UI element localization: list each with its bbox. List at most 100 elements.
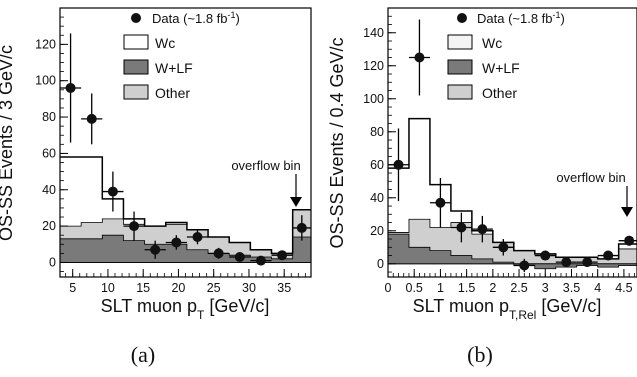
panel-b-data-point bbox=[429, 177, 451, 228]
panel-b-plot-area bbox=[387, 19, 637, 273]
y-tick-label: 40 bbox=[370, 191, 384, 205]
panel-a-data-point bbox=[271, 250, 293, 261]
data-point-marker bbox=[582, 257, 593, 268]
panel-a-data-point bbox=[123, 211, 145, 241]
panel-b-overflow-annotation: overflow bin bbox=[556, 170, 625, 185]
x-tick-label: 15 bbox=[136, 281, 150, 295]
y-tick-label: 100 bbox=[35, 74, 56, 88]
panel-a-overflow-arrow-head bbox=[290, 197, 302, 207]
y-tick-label: 0 bbox=[377, 257, 384, 271]
panel-a-x-axis-label: SLT muon pT [GeV/c] bbox=[101, 296, 270, 322]
panel-b-data-point bbox=[388, 128, 409, 202]
data-point-marker bbox=[107, 186, 118, 197]
y-tick-label: 40 bbox=[42, 183, 56, 197]
panel-b-overflow-arrow-head bbox=[621, 207, 633, 217]
data-point-marker bbox=[393, 159, 404, 170]
legend-data-label: Data (~1.8 fb-1) bbox=[477, 10, 565, 26]
y-tick-label: 60 bbox=[42, 146, 56, 160]
panel-a-overflow-annotation: overflow bin bbox=[231, 158, 300, 173]
y-tick-label: 100 bbox=[363, 92, 384, 106]
y-tick-label: 80 bbox=[370, 125, 384, 139]
panel-a-data-point bbox=[81, 93, 103, 145]
x-tick-label: 3 bbox=[542, 281, 549, 295]
x-tick-label: 1 bbox=[437, 281, 444, 295]
data-point-marker bbox=[65, 82, 76, 93]
x-tick-label: 3.5 bbox=[563, 281, 580, 295]
panel-a-data-point bbox=[229, 252, 251, 263]
panel-a-data-point bbox=[144, 240, 166, 259]
y-tick-label: 20 bbox=[370, 224, 384, 238]
data-point-marker bbox=[277, 250, 288, 261]
y-tick-label: 20 bbox=[42, 219, 56, 233]
data-point-marker bbox=[498, 242, 509, 253]
y-tick-label: 120 bbox=[363, 59, 384, 73]
panel-a-legend: Data (~1.8 fb-1) Wc W+LF Other bbox=[123, 10, 240, 101]
x-tick-label: 2.5 bbox=[510, 281, 527, 295]
panel-a-data-point bbox=[186, 229, 209, 245]
legend-wc-label: Wc bbox=[155, 35, 175, 51]
data-point-marker bbox=[603, 250, 614, 261]
x-tick-label: 4 bbox=[594, 281, 601, 295]
legend-wc-label: Wc bbox=[482, 35, 502, 51]
data-point-marker bbox=[519, 260, 530, 271]
data-point-marker bbox=[296, 222, 307, 233]
x-tick-label: 30 bbox=[242, 281, 256, 295]
panel-b-data-point bbox=[597, 250, 619, 261]
panel-b-wc-histogram bbox=[388, 117, 637, 260]
x-tick-label: 25 bbox=[207, 281, 221, 295]
panel-b-data-point bbox=[513, 258, 535, 273]
panel-b-y-ticks: 0 20 40 60 80 100 120 140 bbox=[363, 7, 396, 273]
legend-other-swatch bbox=[123, 84, 149, 100]
panel-b-frame bbox=[387, 7, 637, 278]
panel-a-x-ticks: 5 10 15 20 25 30 35 bbox=[65, 269, 306, 295]
data-point-marker bbox=[234, 252, 245, 263]
panel-b-data-point bbox=[450, 212, 472, 243]
x-tick-label: 1.5 bbox=[458, 281, 475, 295]
panel-a-caption: (a) bbox=[131, 342, 155, 367]
data-point-marker bbox=[150, 244, 161, 255]
panel-a-y-axis-label: OS-SS Events / 3 GeV/c bbox=[0, 45, 16, 241]
data-point-marker bbox=[129, 221, 140, 232]
y-tick-label: 120 bbox=[35, 37, 56, 51]
y-tick-label: 140 bbox=[363, 26, 384, 40]
data-point-marker bbox=[624, 235, 635, 246]
panel-a-data-point bbox=[165, 235, 187, 250]
panel-b-data-point bbox=[471, 215, 493, 243]
panel-a-data-point bbox=[102, 171, 124, 212]
panel-a: 5 10 15 20 25 30 35 0 20 40 60 80 100 120 OS-SS Even… bbox=[0, 7, 312, 367]
panel-b-x-axis-label: SLT muon pT,Rel [GeV/c] bbox=[413, 296, 602, 322]
legend-other-label: Other bbox=[155, 85, 190, 101]
data-point-marker bbox=[86, 113, 97, 124]
legend-wc-swatch bbox=[447, 34, 473, 50]
x-tick-label: 5 bbox=[69, 281, 76, 295]
y-tick-label: 80 bbox=[42, 110, 56, 124]
legend-wlf-swatch bbox=[447, 59, 473, 75]
x-tick-label: 20 bbox=[171, 281, 185, 295]
panel-a-plot-area bbox=[59, 33, 312, 266]
legend-other-label: Other bbox=[482, 85, 517, 101]
data-point-marker bbox=[255, 255, 266, 266]
data-point-marker bbox=[540, 250, 551, 261]
panel-b-y-axis-label: OS-SS Events / 0.4 GeV/c bbox=[327, 37, 347, 248]
data-point-marker bbox=[213, 248, 224, 259]
panel-a-y-ticks: 0 20 40 60 80 100 120 bbox=[35, 7, 68, 272]
data-point-marker bbox=[456, 222, 467, 233]
panel-a-data-point bbox=[208, 247, 230, 259]
legend-wlf-swatch bbox=[123, 59, 149, 75]
legend-wc-swatch bbox=[123, 34, 149, 50]
legend-data-marker bbox=[457, 13, 467, 23]
panel-b-caption: (b) bbox=[467, 342, 493, 367]
x-tick-label: 2 bbox=[489, 281, 496, 295]
panel-a-wc-histogram bbox=[60, 156, 311, 255]
x-tick-label: 10 bbox=[101, 281, 115, 295]
panel-b-data-point bbox=[618, 235, 637, 246]
data-point-marker bbox=[477, 224, 488, 235]
panel-b-x-ticks: 0 0.5 1 1.5 2 2.5 3 3.5 4 4.5 bbox=[385, 269, 635, 295]
panel-b: 0 0.5 1 1.5 2 2.5 3 3.5 4 4.5 020406080100120140 … bbox=[327, 7, 637, 367]
legend-wlf-label: W+LF bbox=[482, 60, 520, 76]
legend-other-swatch bbox=[447, 84, 473, 100]
x-tick-label: 35 bbox=[277, 281, 291, 295]
panel-b-data-point bbox=[534, 250, 556, 261]
x-tick-label: 4.5 bbox=[615, 281, 632, 295]
